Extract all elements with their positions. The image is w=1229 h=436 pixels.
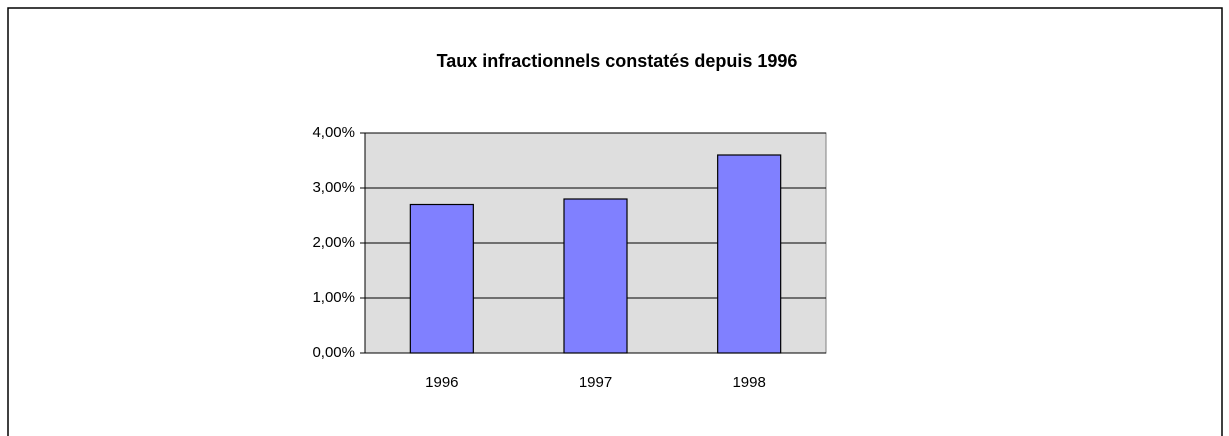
chart-frame xyxy=(7,7,1223,436)
chart-title: Taux infractionnels constatés depuis 199… xyxy=(437,51,798,71)
y-tick-label: 4,00% xyxy=(312,124,355,141)
y-tick-label: 2,00% xyxy=(312,234,355,251)
y-tick-label: 1,00% xyxy=(312,289,355,306)
bar xyxy=(409,203,474,354)
x-tick-label: 1997 xyxy=(579,374,612,391)
y-tick-label: 0,00% xyxy=(312,344,355,361)
x-tick-label: 1996 xyxy=(425,374,458,391)
y-tick-label: 3,00% xyxy=(312,179,355,196)
bar xyxy=(717,154,782,354)
x-tick-label: 1998 xyxy=(732,374,765,391)
bar xyxy=(563,198,628,354)
